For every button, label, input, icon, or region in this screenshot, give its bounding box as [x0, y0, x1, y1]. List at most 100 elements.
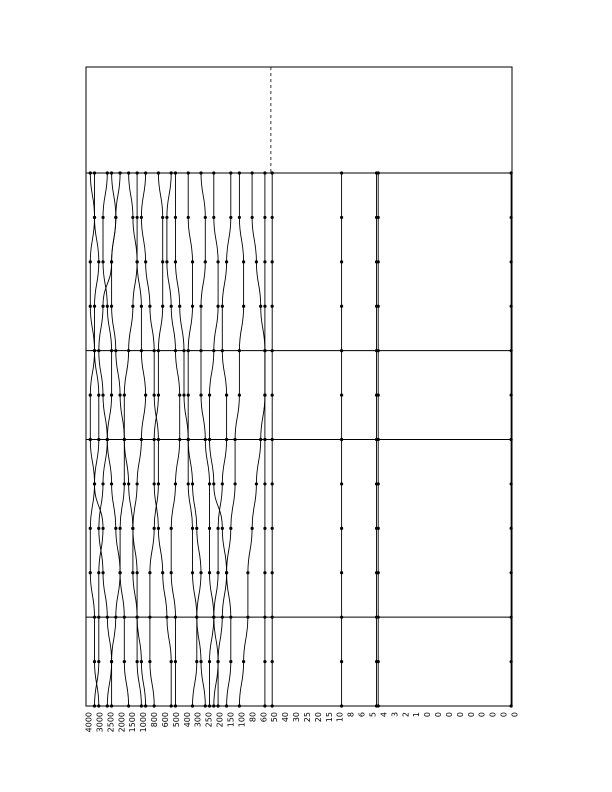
series-point-7-8 — [152, 526, 156, 530]
series-point-6-7 — [135, 482, 139, 486]
series-point-18-11 — [270, 659, 274, 664]
series-point-0-10 — [92, 615, 97, 619]
series-point-6-11 — [135, 659, 139, 664]
series-point-5-9 — [135, 571, 139, 575]
series-point-14-6 — [224, 437, 229, 442]
series-point-14-7 — [220, 482, 224, 486]
series-point-19-7 — [340, 482, 344, 486]
series-point-3-4 — [97, 349, 101, 353]
series-point-9-4 — [173, 349, 178, 353]
tick-label-11: 250 — [205, 712, 214, 727]
series-point-16-9 — [246, 571, 250, 575]
tick-label-31: 0 — [423, 712, 432, 717]
series-point-5-1 — [131, 215, 135, 220]
series-point-1-11 — [97, 659, 101, 664]
series-point-1-7 — [92, 482, 97, 486]
series-point-17-2 — [263, 260, 267, 264]
series-point-11-8 — [195, 526, 199, 530]
series-point-6-3 — [139, 304, 143, 308]
series-point-9-0 — [169, 171, 173, 175]
series-point-19-3 — [340, 304, 344, 308]
series-point-1-5 — [88, 393, 92, 397]
series-point-13-7 — [212, 482, 216, 486]
series-point-1-6 — [88, 437, 92, 442]
series-point-21-6 — [376, 437, 380, 442]
tick-label-4: 1500 — [128, 712, 137, 732]
series-point-19-6 — [340, 437, 344, 442]
series-point-19-10 — [340, 615, 344, 619]
series-point-19-1 — [340, 215, 344, 220]
series-point-8-7 — [152, 482, 156, 486]
series-point-5-7 — [127, 482, 131, 486]
series-point-7-7 — [156, 482, 161, 486]
series-point-21-0 — [376, 171, 380, 175]
series-point-19-11 — [340, 659, 344, 664]
tick-label-24: 8 — [347, 712, 356, 717]
series-point-2-0 — [105, 171, 109, 175]
series-point-18-5 — [270, 393, 274, 397]
series-point-15-0 — [237, 171, 241, 175]
series-point-8-0 — [156, 171, 161, 175]
series-point-9-10 — [173, 615, 178, 619]
series-point-18-1 — [270, 215, 274, 220]
tick-label-20: 25 — [303, 712, 312, 722]
series-point-16-7 — [254, 482, 258, 486]
series-point-15-5 — [237, 393, 241, 397]
series-point-12-6 — [203, 437, 207, 442]
series-point-6-4 — [139, 349, 143, 353]
series-point-3-0 — [109, 171, 114, 175]
series-point-11-1 — [186, 215, 190, 220]
series-point-4-2 — [109, 260, 114, 264]
series-point-14-11 — [207, 659, 212, 664]
series-point-6-10 — [135, 615, 139, 619]
series-point-7-2 — [144, 260, 148, 264]
series-point-14-2 — [224, 260, 229, 264]
series-point-18-4 — [270, 349, 274, 353]
series-point-3-8 — [114, 526, 118, 530]
series-point-7-11 — [148, 659, 152, 664]
series-point-6-5 — [144, 393, 148, 397]
series-point-19-5 — [340, 393, 344, 397]
series-point-13-6 — [207, 437, 212, 442]
series-point-11-3 — [190, 304, 195, 308]
series-point-4-1 — [114, 215, 118, 220]
series-point-21-7 — [376, 482, 380, 486]
series-point-2-3 — [105, 304, 109, 308]
tick-label-8: 500 — [172, 712, 181, 727]
series-point-12-9 — [207, 571, 212, 575]
series-point-12-1 — [203, 215, 207, 220]
series-point-12-4 — [199, 349, 203, 353]
series-point-8-2 — [161, 260, 165, 264]
series-point-21-2 — [376, 260, 380, 264]
series-point-4-3 — [109, 304, 114, 308]
series-point-10-4 — [182, 349, 186, 353]
series-point-13-11 — [229, 659, 233, 664]
tick-label-25: 6 — [358, 712, 367, 717]
series-point-0-0 — [88, 171, 92, 175]
series-point-6-2 — [135, 260, 139, 264]
series-point-5-6 — [122, 437, 126, 442]
series-point-3-6 — [105, 437, 109, 442]
series-point-18-3 — [270, 304, 274, 308]
series-point-11-5 — [186, 393, 190, 397]
series-point-13-10 — [229, 615, 233, 619]
series-point-12-2 — [203, 260, 207, 264]
series-point-17-1 — [263, 215, 267, 220]
series-point-16-2 — [254, 260, 258, 264]
series-point-9-3 — [169, 304, 173, 308]
series-point-7-1 — [139, 215, 143, 220]
series-point-1-8 — [101, 526, 105, 530]
series-point-8-10 — [165, 615, 169, 619]
series-point-18-2 — [270, 260, 274, 264]
tick-label-29: 2 — [401, 712, 410, 717]
series-point-0-3 — [88, 304, 92, 308]
series-point-18-0 — [270, 171, 274, 175]
tick-label-39: 0 — [511, 712, 520, 717]
series-point-18-10 — [270, 615, 274, 619]
series-point-4-11 — [109, 659, 114, 664]
series-point-9-8 — [169, 526, 173, 530]
series-point-2-5 — [109, 393, 114, 397]
series-point-11-0 — [186, 171, 190, 175]
series-point-14-0 — [229, 171, 233, 175]
series-point-15-6 — [233, 437, 237, 442]
